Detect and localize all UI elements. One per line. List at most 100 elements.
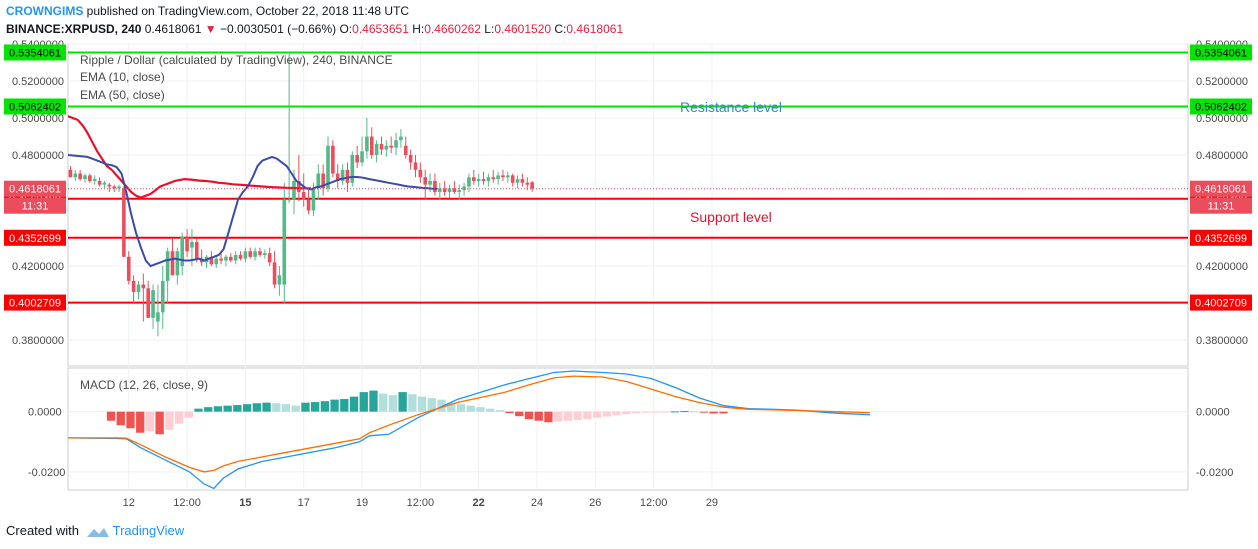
histogram-bar [311, 402, 320, 412]
macd-pane[interactable] [67, 367, 1189, 491]
histogram-bar [272, 403, 281, 412]
histogram-bar [563, 411, 573, 421]
candle-body [335, 173, 340, 181]
histogram-bar [252, 403, 261, 412]
candle-body [243, 251, 248, 259]
candle-body [496, 175, 500, 180]
candle-body [170, 251, 175, 276]
low-value: 0.4601520 [494, 22, 552, 36]
histogram-bar [476, 407, 485, 412]
price-tick-right: 0.3800000 [1196, 335, 1248, 347]
candle-body [136, 284, 141, 292]
publish-line: CROWNGIMS published on TradingView.com, … [6, 4, 409, 18]
tradingview-logo-icon [86, 526, 109, 538]
candle-body [78, 173, 82, 180]
time-tick: 29 [706, 497, 718, 509]
resistance-tag-text: 0.5062402 [9, 101, 61, 113]
histogram-bar [651, 411, 660, 413]
time-tick: 12:00 [640, 497, 668, 509]
high-label: H: [412, 22, 425, 36]
candle-body [146, 288, 150, 318]
chart-title: Ripple / Dollar (calculated by TradingVi… [80, 53, 393, 67]
tradingview-link[interactable]: TradingView [112, 523, 185, 538]
histogram-bar [106, 411, 116, 421]
histogram-bar [359, 392, 368, 412]
candle-body [369, 136, 374, 156]
support-tag-box [4, 294, 66, 311]
support-tag-box [1190, 294, 1252, 311]
price-tick-right: 0.4200000 [1196, 261, 1248, 273]
ema50-line [67, 115, 311, 199]
close-value: 0.4618061 [566, 22, 624, 36]
signal-line [68, 375, 870, 473]
histogram-bar [174, 411, 184, 424]
histogram-bar [583, 411, 592, 420]
histogram-bar [116, 411, 125, 426]
legend-ema50: EMA (50, close) [80, 88, 165, 102]
candle-body [117, 186, 121, 189]
candle-body [263, 253, 267, 255]
last-price-tag-text: 0.4618061 [1195, 184, 1247, 196]
support-tag-box [1190, 229, 1252, 246]
time-tick: 17 [298, 497, 310, 509]
histogram-bar [544, 411, 553, 423]
histogram-bar [165, 411, 174, 430]
author-link[interactable]: CROWNGIMS [6, 4, 84, 18]
candle-body [233, 254, 238, 261]
candle-body [525, 182, 530, 185]
histogram-bar [660, 411, 670, 413]
histogram-bar [680, 411, 689, 413]
candle-body [491, 177, 496, 180]
open-label: O: [339, 22, 353, 36]
candle-body [277, 275, 282, 285]
candle-body [126, 256, 131, 281]
candle-body [165, 251, 170, 281]
macd-title: MACD (12, 26, close, 9) [80, 378, 208, 392]
resistance-tag-text: 0.5062402 [1195, 101, 1247, 113]
histogram-bar [466, 405, 475, 412]
candle-body [83, 175, 87, 180]
symbol-label: BINANCE:XRPUSD, 240 [6, 22, 142, 36]
candle-body [345, 169, 350, 183]
histogram-bar [709, 411, 718, 414]
resistance-tag-text: 0.5354061 [9, 48, 61, 60]
price-tick-left: 0.4800000 [12, 150, 64, 162]
price-tick-left: 0.5000000 [12, 113, 64, 125]
candle-body [340, 169, 345, 181]
candle-body [515, 179, 520, 183]
candle-body [428, 180, 432, 185]
open-value: 0.4653651 [352, 22, 409, 36]
time-tick: 12:00 [407, 497, 435, 509]
candle-body [350, 155, 355, 183]
support-tag-box [4, 229, 66, 246]
histogram-bar [379, 393, 388, 412]
histogram-bar [155, 411, 164, 435]
support-tag-text: 0.4352699 [9, 233, 61, 245]
histogram-bar [456, 404, 466, 412]
candle-body [282, 199, 287, 285]
horizontal-levels[interactable] [68, 51, 1188, 304]
candle-body [214, 258, 219, 265]
candle-body [151, 290, 155, 318]
support-tag-text: 0.4352699 [1195, 233, 1247, 245]
candle-body [141, 284, 146, 289]
candle-body [229, 256, 233, 261]
published-text: published on TradingView.com, October 22… [86, 4, 410, 18]
time-tick: 12:00 [173, 497, 201, 509]
macd-tick-left: -0.0200 [28, 467, 65, 479]
candles [68, 51, 534, 337]
histogram-bar [369, 390, 378, 412]
candle-body [408, 155, 413, 163]
time-axis[interactable]: 12 12:00 15 17 19 12:00 22 24 26 12:00 29 [123, 497, 718, 509]
last-price-tag-text: 0.4618061 [9, 184, 61, 196]
histogram-bar [398, 392, 407, 412]
macd-tick-right: -0.0200 [1196, 467, 1233, 479]
histogram-bar [184, 411, 193, 418]
price-tags: 0.53540610.53540610.50624020.50624020.45… [4, 44, 1252, 311]
ema10-line [67, 154, 438, 268]
candle-body [447, 188, 452, 193]
time-tick: 19 [356, 497, 368, 509]
time-tick: 22 [473, 497, 485, 509]
candle-body [399, 136, 403, 141]
